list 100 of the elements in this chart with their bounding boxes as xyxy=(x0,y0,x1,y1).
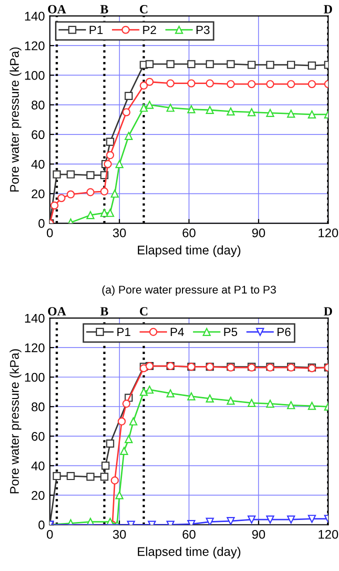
point xyxy=(146,60,154,68)
point xyxy=(52,472,61,480)
x-axis-title: Elapsed time (day) xyxy=(138,546,240,558)
ref-line-label: B xyxy=(100,307,108,316)
point xyxy=(66,190,75,198)
point xyxy=(266,400,274,408)
y-tick-label: 40 xyxy=(31,160,44,169)
y-tick-label: 20 xyxy=(32,491,44,500)
ref-line-label: C xyxy=(140,307,148,316)
point xyxy=(50,201,58,210)
legend-label: P1 xyxy=(90,26,103,34)
legend-label: P3 xyxy=(196,26,210,34)
point xyxy=(110,190,119,198)
x-tick-label: 90 xyxy=(252,530,266,539)
ref-line-label: OA xyxy=(48,307,66,316)
point xyxy=(187,79,196,88)
point xyxy=(129,417,138,426)
point xyxy=(140,388,148,396)
ref-line-label: B xyxy=(100,5,108,14)
point xyxy=(86,211,94,220)
point xyxy=(115,491,124,500)
point xyxy=(115,160,124,168)
point xyxy=(308,514,316,523)
point xyxy=(146,386,154,394)
point xyxy=(124,435,133,444)
y-tick-label: 80 xyxy=(32,402,44,412)
point xyxy=(308,402,316,410)
y-tick-label: 0 xyxy=(38,219,44,228)
point xyxy=(124,92,133,100)
text: (a) Pore water pressure at P1 to P3 xyxy=(102,285,276,296)
x-tick-label: 120 xyxy=(318,530,338,539)
point xyxy=(287,516,296,524)
legend-label: P1 xyxy=(117,328,130,336)
legend-label: P6 xyxy=(278,328,291,336)
point xyxy=(248,80,256,88)
point xyxy=(118,417,126,426)
y-axis-title: Pore water pressure (kPa) xyxy=(10,47,22,192)
point xyxy=(86,188,94,196)
point xyxy=(140,104,148,112)
y-tick-label: 60 xyxy=(32,130,44,140)
point xyxy=(206,518,214,525)
point xyxy=(100,472,108,481)
y-tick-label: 140 xyxy=(25,12,44,21)
point xyxy=(106,138,114,146)
point xyxy=(226,80,235,88)
point xyxy=(266,80,274,88)
y-tick-label: 80 xyxy=(32,100,44,110)
x-tick-label: 60 xyxy=(182,228,196,238)
point xyxy=(124,132,133,140)
ref-line-label: D xyxy=(324,307,332,316)
point xyxy=(146,100,154,109)
x-tick-label: 30 xyxy=(112,530,126,539)
y-tick-label: 100 xyxy=(25,372,44,382)
point xyxy=(140,82,148,90)
x-tick-label: 30 xyxy=(112,228,126,238)
y-tick-label: 20 xyxy=(32,189,44,198)
y-tick-label: 120 xyxy=(25,343,44,352)
y-tick-label: 120 xyxy=(25,41,44,50)
ref-line-label: OA xyxy=(48,5,66,14)
point xyxy=(166,104,174,112)
point xyxy=(86,171,94,180)
point xyxy=(248,516,256,524)
point xyxy=(248,60,256,69)
x-tick-label: 120 xyxy=(318,228,338,238)
point xyxy=(187,392,196,400)
point xyxy=(166,389,174,398)
x-axis-title: Elapsed time (day) xyxy=(138,245,240,257)
point xyxy=(266,516,274,524)
legend-label: P4 xyxy=(170,328,184,336)
point xyxy=(66,472,75,480)
point xyxy=(187,60,196,68)
point xyxy=(308,62,316,70)
legend-label: P2 xyxy=(143,26,156,34)
point xyxy=(206,60,214,68)
x-tick-label: 90 xyxy=(252,228,266,238)
point xyxy=(104,160,112,168)
point xyxy=(266,60,274,69)
point xyxy=(57,194,66,202)
y-tick-label: 40 xyxy=(31,461,44,470)
ref-line-label: C xyxy=(140,5,148,14)
point xyxy=(106,151,114,160)
point xyxy=(226,107,235,116)
x-tick-label: 0 xyxy=(46,530,53,539)
point xyxy=(100,187,108,196)
point xyxy=(122,400,130,408)
point xyxy=(287,60,296,69)
point xyxy=(146,78,154,86)
point xyxy=(287,80,296,88)
point xyxy=(308,80,316,88)
y-tick-label: 140 xyxy=(25,314,44,323)
point xyxy=(100,208,108,217)
point xyxy=(226,517,235,525)
point xyxy=(266,108,274,117)
point xyxy=(120,446,128,455)
point xyxy=(206,106,214,114)
point xyxy=(206,79,214,88)
x-tick-label: 0 xyxy=(46,228,53,238)
point xyxy=(226,396,235,405)
y-tick-label: 60 xyxy=(32,432,44,441)
point xyxy=(66,170,75,178)
